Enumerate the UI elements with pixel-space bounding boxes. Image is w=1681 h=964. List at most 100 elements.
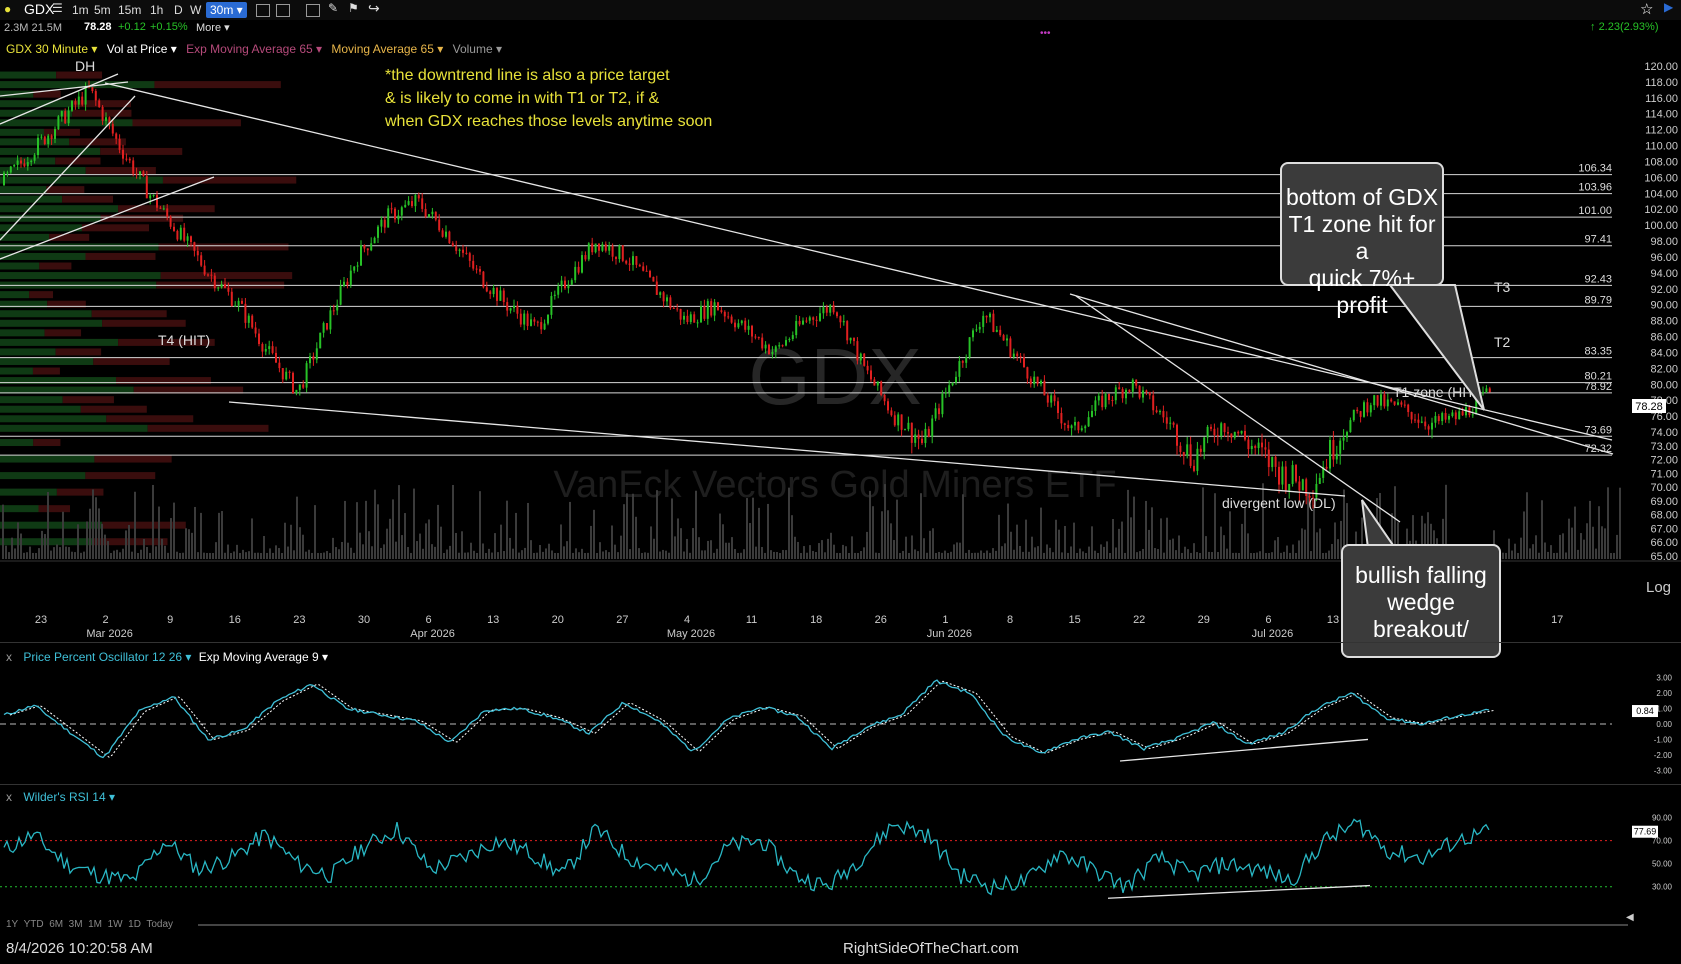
drag-handle-icon[interactable]: ••• (1040, 28, 1051, 39)
callout-top-line-2: T1 zone hit for a (1288, 211, 1436, 264)
range-1m[interactable]: 1M (88, 919, 103, 930)
candle-body (108, 117, 111, 124)
x-axis-tick: 30 (358, 614, 370, 626)
level-label: 78.92 (1584, 381, 1612, 393)
range-1d[interactable]: 1D (128, 919, 141, 930)
timeframe-d[interactable]: D (174, 3, 183, 17)
timeframe-1h[interactable]: 1h (150, 3, 164, 17)
y-axis-tick: 94.00 (1650, 268, 1678, 280)
timeframe-selected[interactable]: 30m ▾ (206, 2, 247, 18)
vap-bar-up (0, 329, 45, 337)
list-icon[interactable]: ☰ (52, 1, 63, 15)
legend-main[interactable]: GDX 30 Minute ▾ (6, 42, 98, 56)
timeframe-1m[interactable]: 1m (72, 3, 89, 17)
pencil-icon[interactable]: ✎ (328, 1, 339, 15)
range-today[interactable]: Today (146, 919, 174, 930)
candle-body (693, 314, 696, 323)
volume-bar (467, 552, 469, 559)
candle-body (1417, 419, 1420, 423)
candle-body (621, 245, 624, 261)
ppo-legend: x Price Percent Oscillator 12 26 ▾ Exp M… (6, 650, 328, 664)
x-axis-tick: 20 (552, 614, 564, 626)
ppo-chart[interactable]: 3.00 2.00 1.00 0.00 -1.00 -2.00 -3.00 0.84 (0, 660, 1681, 784)
bar-style-icon[interactable] (276, 3, 290, 18)
candle-body (995, 329, 998, 332)
volume-bar (452, 484, 454, 559)
log-toggle[interactable]: Log (1646, 579, 1671, 596)
level-label: 80.21 (1584, 371, 1612, 383)
chart-style-icon[interactable] (256, 3, 270, 18)
vap-bar-down (38, 505, 71, 513)
timeframe-w[interactable]: W (190, 3, 202, 17)
close-rsi-icon[interactable]: x (6, 790, 12, 804)
volume-bar (1571, 527, 1573, 559)
candle-body (210, 274, 213, 276)
candle-body (139, 171, 141, 174)
volume-bar (1610, 553, 1612, 559)
price-change: +0.12 (118, 21, 146, 33)
price-chart[interactable]: GDX VanEck Vectors Gold Miners ETF DH T4… (0, 54, 1681, 644)
symbol-input[interactable]: GDX (24, 1, 55, 17)
candle-body (1332, 439, 1335, 460)
range-3m[interactable]: 3M (68, 919, 83, 930)
candle-body (1458, 411, 1461, 420)
candle-body (1329, 439, 1331, 469)
volume-bar (506, 500, 508, 559)
candle-body (349, 270, 352, 285)
y-axis-tick: 74.00 (1650, 427, 1678, 439)
calendar-icon[interactable] (306, 3, 320, 18)
legend-ppo[interactable]: Price Percent Oscillator 12 26 ▾ (23, 650, 192, 664)
flag-icon[interactable]: ⚑ (348, 1, 359, 15)
legend-ema[interactable]: Exp Moving Average 65 ▾ (186, 42, 323, 56)
range-1w[interactable]: 1W (107, 919, 123, 930)
star-icon[interactable]: ☆ (1640, 1, 1654, 18)
scroll-left-icon[interactable]: ◀ (1626, 912, 1634, 923)
legend-rsi[interactable]: Wilder's RSI 14 ▾ (23, 790, 116, 804)
volume-bar (308, 549, 310, 559)
legend-vol-at-price[interactable]: Vol at Price ▾ (106, 42, 177, 56)
range-6m[interactable]: 6M (49, 919, 64, 930)
range-ytd[interactable]: YTD (23, 919, 44, 930)
rsi-chart[interactable]: 90.00 70.00 50.00 30.00 77.69 (0, 800, 1681, 910)
volume-bar (860, 551, 862, 559)
volume-bar (383, 544, 385, 559)
range-1y[interactable]: 1Y (6, 919, 19, 930)
vap-bar-down (46, 186, 85, 194)
candle-body (115, 133, 118, 139)
arrow-right-icon[interactable]: ▶ (1664, 0, 1674, 14)
volume-bar (1127, 489, 1129, 559)
volume-bar (572, 552, 574, 559)
more-menu[interactable]: More ▾ (196, 22, 230, 34)
volume-bar (1277, 537, 1279, 559)
volume-bar (458, 552, 460, 559)
y-axis-tick: 65.00 (1650, 551, 1678, 563)
legend-volume[interactable]: Volume ▾ (452, 42, 502, 56)
legend-ppo-ema[interactable]: Exp Moving Average 9 ▾ (198, 650, 329, 664)
x-axis-tick: 8 (1007, 614, 1013, 626)
volume-bar (536, 552, 538, 559)
share-icon[interactable]: ↪ (368, 0, 380, 16)
candle-body (105, 117, 107, 121)
volume-bar (1169, 539, 1171, 559)
candle-body (1444, 413, 1447, 420)
timeframe-5m[interactable]: 5m (94, 3, 111, 17)
vap-bar-down (80, 405, 147, 413)
volume-bar (590, 525, 592, 559)
volume-bar (947, 552, 949, 559)
candle-body (506, 302, 509, 311)
vap-bar-down (47, 300, 86, 308)
legend-ma[interactable]: Moving Average 65 ▾ (331, 42, 444, 56)
timeframe-15m[interactable]: 15m (118, 3, 142, 17)
volume-bar (479, 491, 481, 559)
candle-body (54, 129, 56, 139)
volume-bar (836, 552, 838, 559)
range-scrollbar[interactable] (198, 924, 1628, 926)
volume-bar (680, 528, 682, 559)
candle-body (642, 266, 645, 271)
trendlines (0, 73, 1614, 523)
candle-body (37, 137, 39, 156)
candle-body (1281, 466, 1284, 485)
y-axis-tick: 110.00 (1645, 141, 1678, 153)
candle-body (1434, 416, 1437, 423)
close-ppo-icon[interactable]: x (6, 650, 12, 664)
